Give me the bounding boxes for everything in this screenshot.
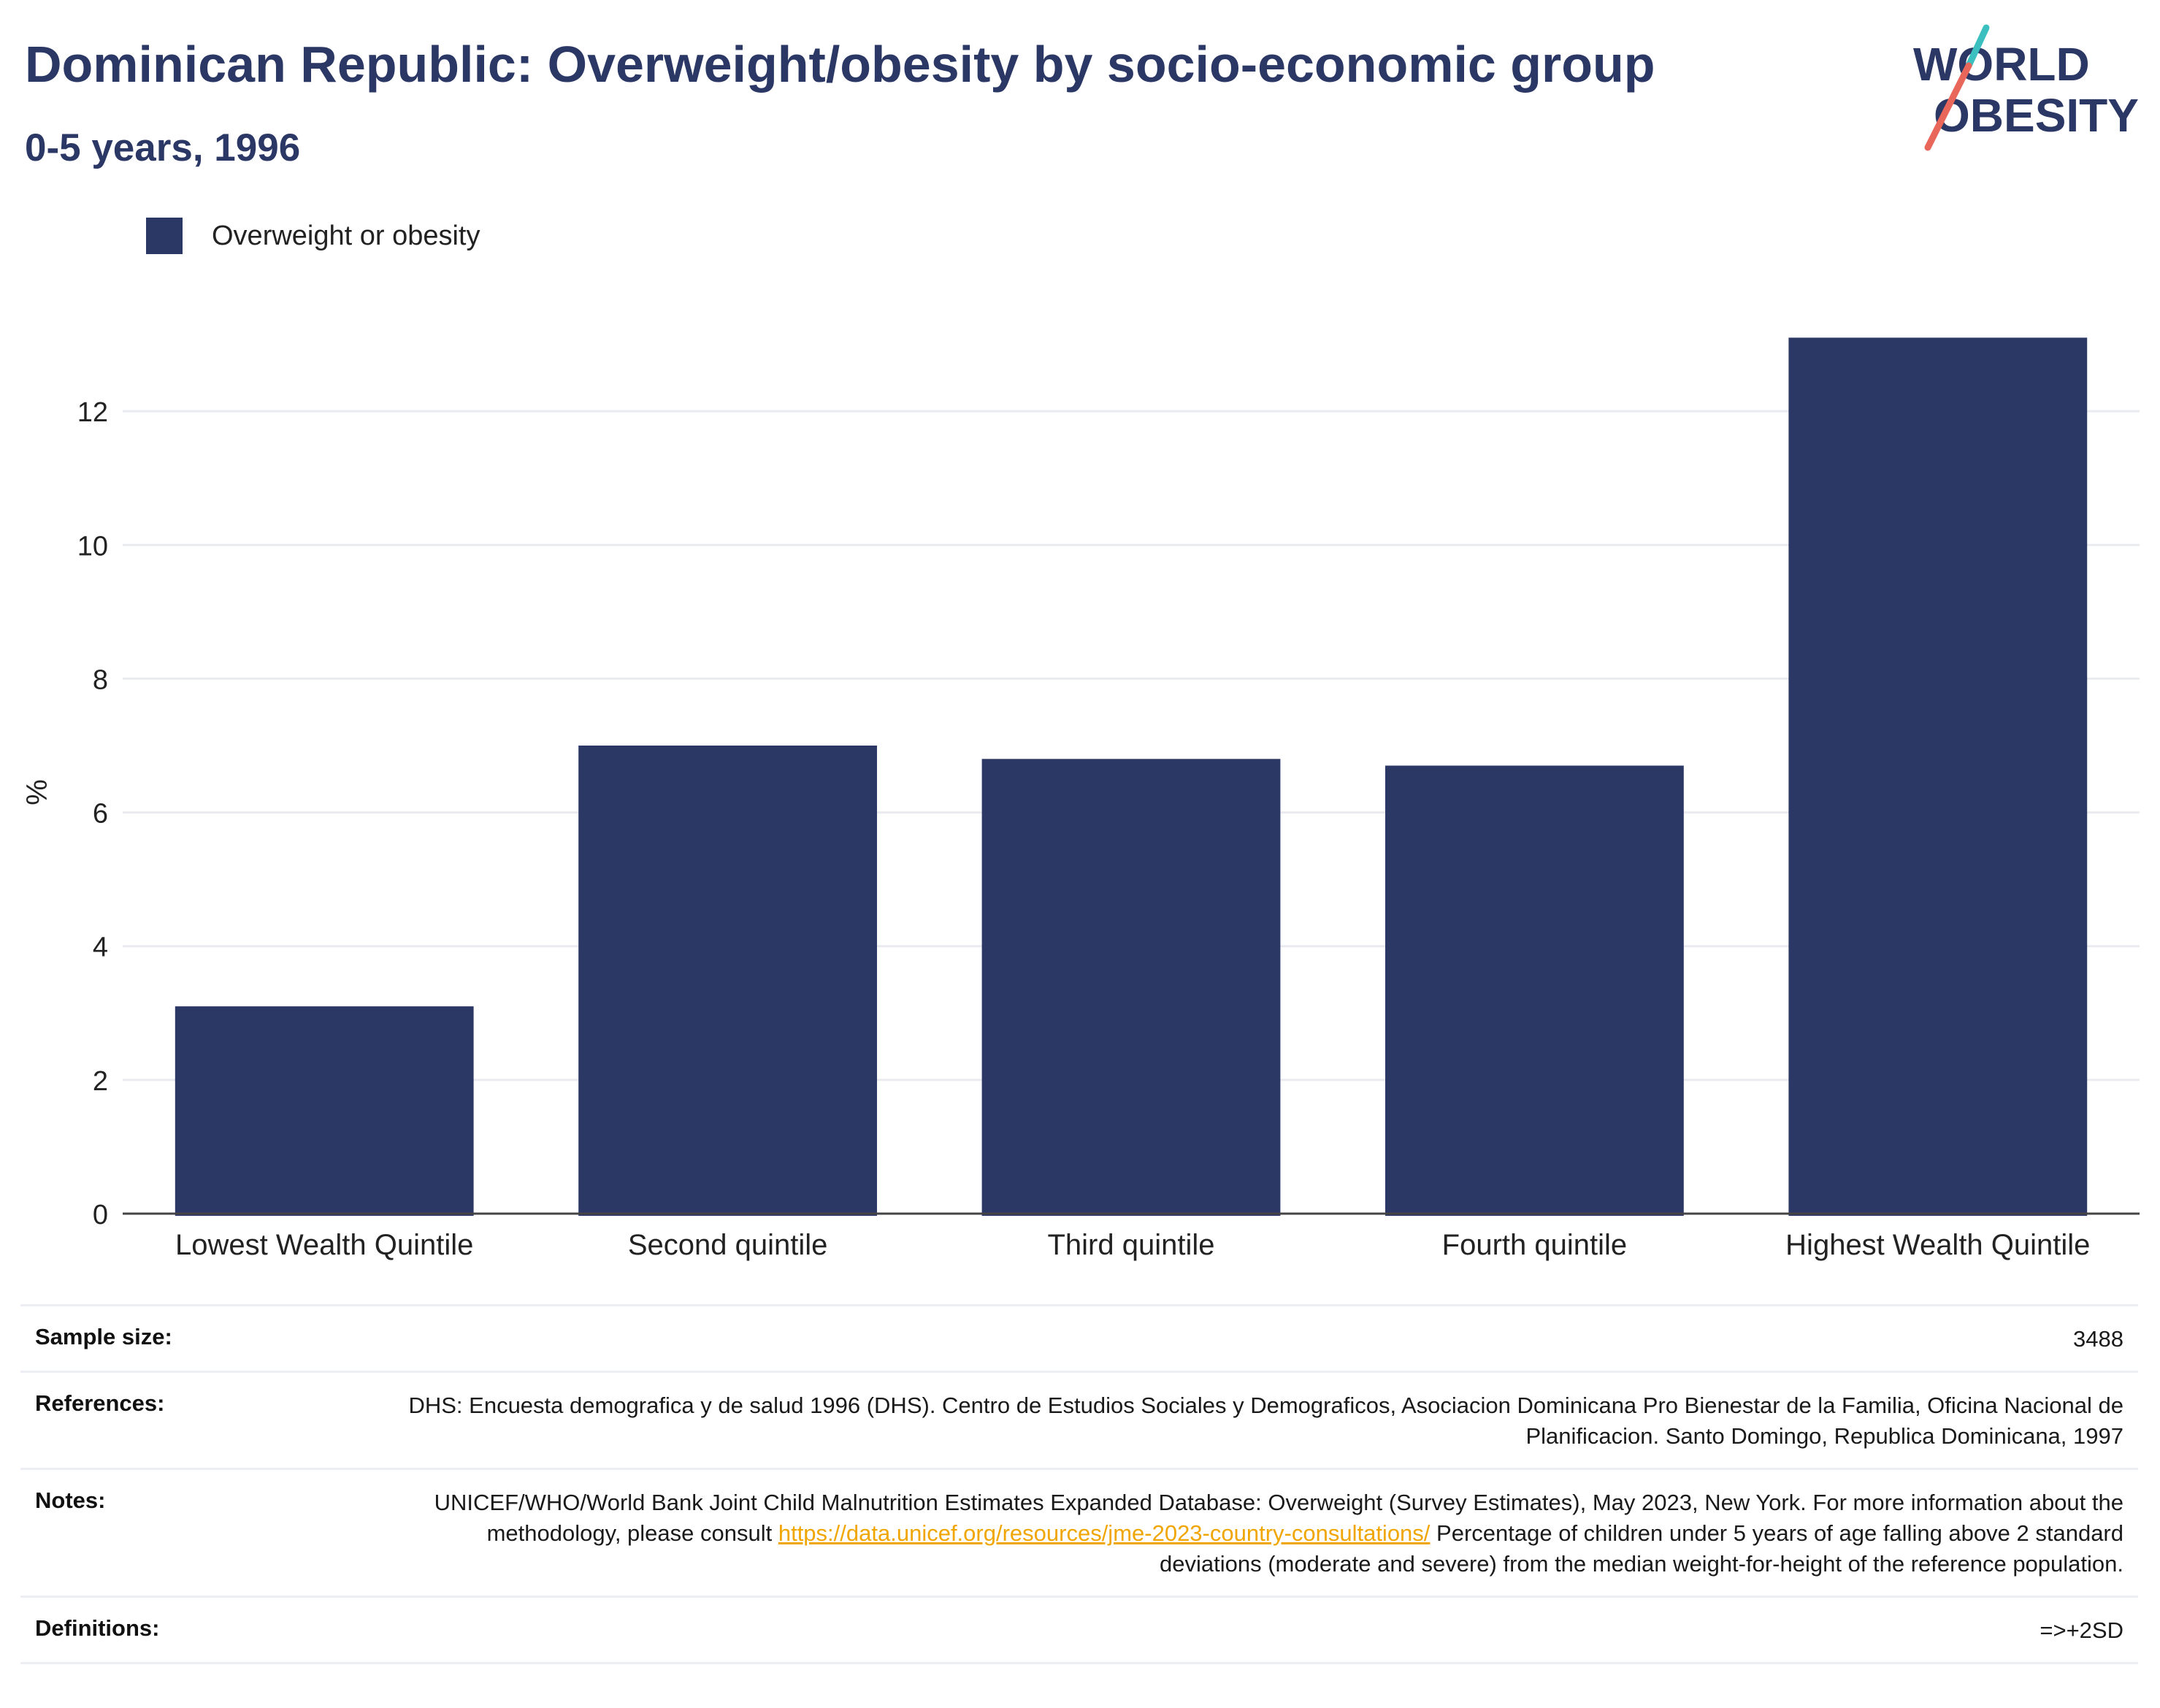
legend-label: Overweight or obesity [212, 220, 480, 251]
y-tick-label: 8 [93, 665, 108, 695]
y-tick-label: 0 [93, 1200, 108, 1230]
y-tick-label: 10 [77, 531, 108, 562]
notes-label: Notes: [35, 1487, 106, 1513]
x-tick-label: Highest Wealth Quintile [1785, 1229, 2090, 1261]
references-value: DHS: Encuesta demografica y de salud 199… [408, 1393, 2123, 1449]
bars [175, 337, 2088, 1216]
legend-swatch [146, 218, 183, 254]
bar-chart: 0 2 4 6 8 10 12 Lowest Wealth Quintile Second qu… [21, 337, 2140, 1261]
x-tick-label: Third quintile [1047, 1229, 1214, 1261]
axes: 0 2 4 6 8 10 12 Lowest Wealth Quintile Second qu… [77, 397, 2140, 1261]
y-tick-label: 4 [93, 932, 108, 963]
sample-size-value: 3488 [2073, 1326, 2123, 1352]
y-tick-label: 6 [93, 799, 108, 830]
logo-slash-teal [1965, 24, 1990, 69]
notes-value: UNICEF/WHO/World Bank Joint Child Malnut… [386, 1487, 2123, 1579]
info-table: Sample size: 3488 References: DHS: Encue… [20, 1304, 2138, 1664]
legend: Overweight or obesity [146, 217, 480, 255]
definitions-row: Definitions: =>+2SD [20, 1596, 2138, 1664]
y-tick-label: 12 [77, 397, 108, 428]
bar [175, 1006, 474, 1216]
x-tick-label: Fourth quintile [1442, 1229, 1627, 1261]
notes-link[interactable]: https://data.unicef.org/resources/jme-20… [778, 1520, 1431, 1546]
y-axis-label: % [21, 779, 53, 805]
bar [981, 759, 1281, 1216]
y-tick-label: 2 [93, 1066, 108, 1097]
definitions-label: Definitions: [35, 1615, 160, 1641]
bar [1385, 765, 1684, 1216]
world-obesity-logo: WORLD OBESITY [1913, 24, 2139, 151]
definitions-value: =>+2SD [2040, 1617, 2123, 1643]
notes-text-before: UNICEF/WHO/World Bank Joint Child Malnut… [434, 1490, 2123, 1546]
logo-line2: OBESITY [1934, 89, 2139, 142]
logo-line1: WORLD [1913, 38, 2090, 91]
sample-size-row: Sample size: 3488 [20, 1304, 2138, 1371]
references-row: References: DHS: Encuesta demografica y … [20, 1371, 2138, 1468]
logo-slash-red [1924, 62, 1972, 151]
chart-title: Dominican Republic: Overweight/obesity b… [25, 36, 1655, 93]
bar [578, 746, 877, 1216]
notes-text-after: Percentage of children under 5 years of … [1160, 1520, 2123, 1577]
sample-size-label: Sample size: [35, 1324, 172, 1349]
bar [1788, 337, 2088, 1216]
notes-row: Notes: UNICEF/WHO/World Bank Joint Child… [20, 1468, 2138, 1596]
x-tick-label: Second quintile [628, 1229, 828, 1261]
references-label: References: [35, 1390, 165, 1416]
x-tick-label: Lowest Wealth Quintile [175, 1229, 473, 1261]
chart-subtitle: 0-5 years, 1996 [25, 126, 301, 169]
